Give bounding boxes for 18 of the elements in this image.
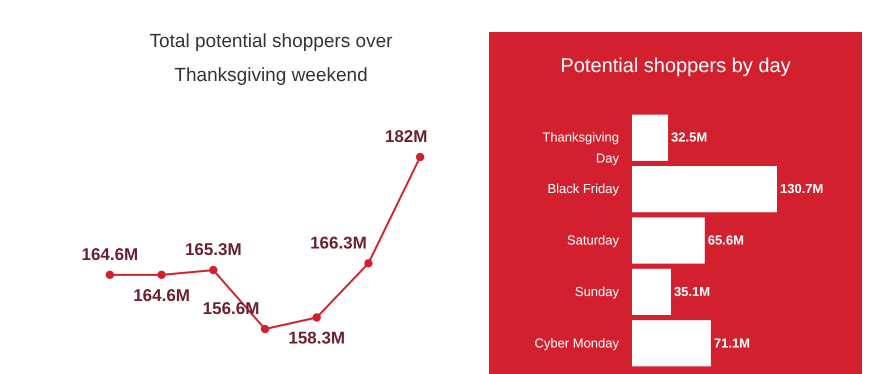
data-label: 130.7M xyxy=(780,181,824,196)
data-label: 71.1M xyxy=(714,335,750,350)
y-tick-label: Sunday xyxy=(574,284,620,299)
data-label: 165.3M xyxy=(184,240,242,260)
chart-title: Potential shoppers by day xyxy=(560,55,791,77)
data-label: 158.3M xyxy=(288,328,346,348)
data-label: 164.6M xyxy=(82,244,138,264)
y-tick-label: Saturday xyxy=(566,232,620,248)
y-tick-label: Thanksgiving Day xyxy=(542,130,620,166)
data-label: 35.1M xyxy=(674,284,710,299)
data-label: 182M xyxy=(384,127,428,146)
y-tick-label: Cyber Monday xyxy=(534,335,620,350)
data-label: 164.6M xyxy=(133,286,190,305)
data-label: 65.6M xyxy=(708,232,744,248)
data-label: 166.3M xyxy=(310,233,367,252)
y-tick-label: Black Friday xyxy=(547,181,620,196)
chart-title: Total potential shoppers over Thanksgiving weekend xyxy=(150,31,394,86)
data-label: 32.5M xyxy=(671,130,708,145)
